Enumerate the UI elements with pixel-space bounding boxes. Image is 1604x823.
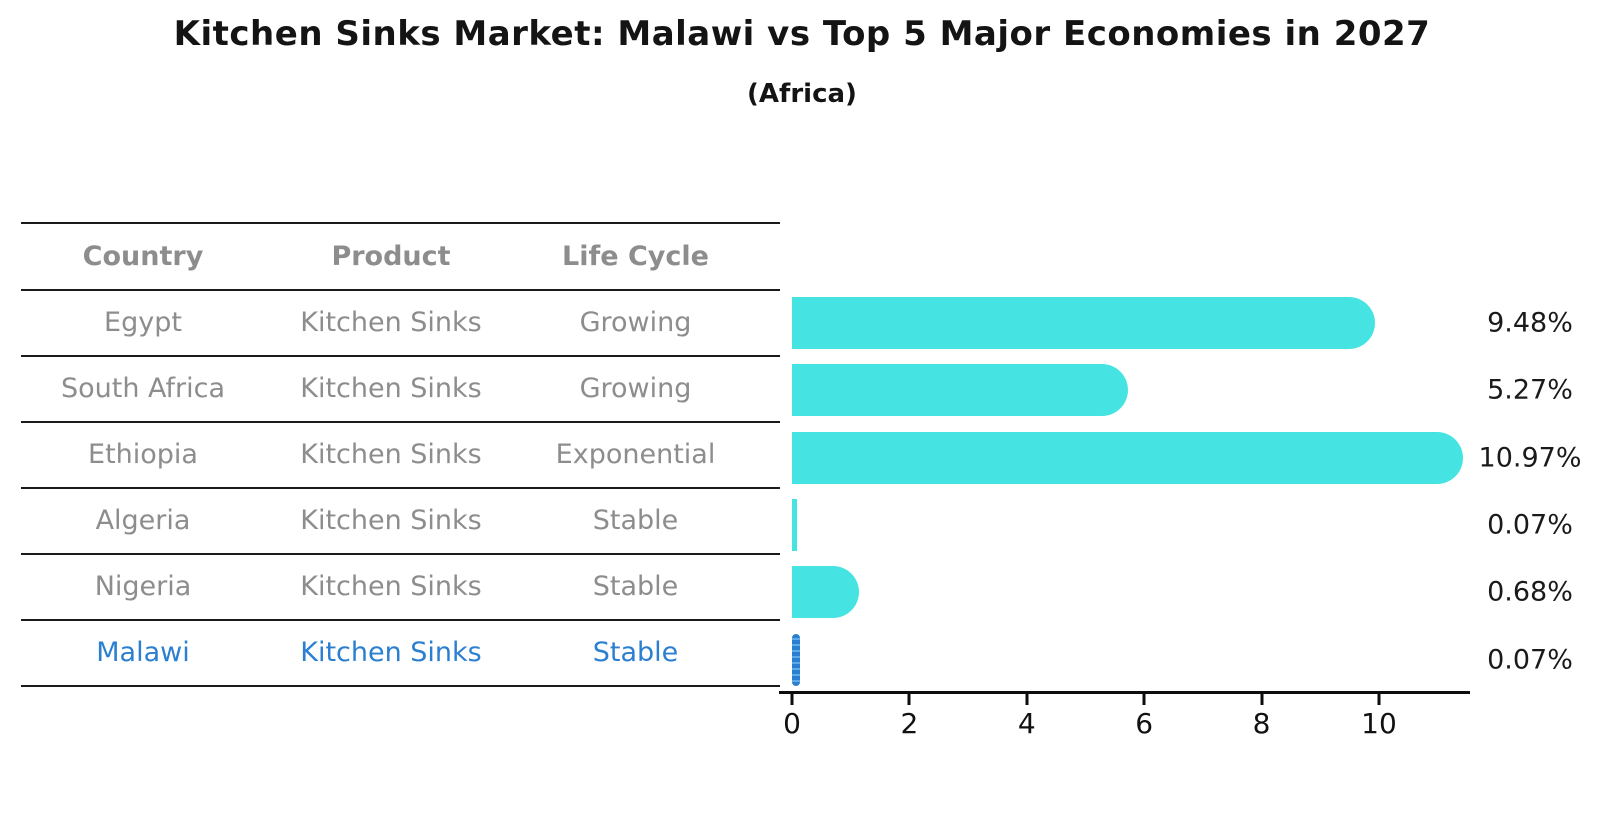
bar-value-label: 0.07%	[1487, 644, 1573, 676]
header-cell-life-cycle: Life Cycle	[562, 240, 709, 272]
bar-south-africa	[792, 364, 1129, 417]
table-cell-country: Malawi	[96, 637, 190, 668]
bar-malawi	[792, 633, 800, 686]
table-cell-life-cycle: Growing	[579, 373, 692, 404]
page-subtitle: (Africa)	[747, 79, 857, 109]
table-cell-product: Kitchen Sinks	[300, 439, 482, 470]
header-cell-product: Product	[331, 240, 451, 272]
x-axis-tick	[1142, 694, 1146, 705]
table-row: Algeria Kitchen Sinks Stable	[21, 489, 780, 555]
table-cell-country: Ethiopia	[88, 439, 198, 470]
bar-ethiopia	[792, 431, 1463, 484]
x-axis-tick-label: 6	[1135, 707, 1154, 740]
bar-value-label: 9.48%	[1487, 307, 1573, 339]
table-cell-product: Kitchen Sinks	[300, 505, 482, 536]
x-axis-tick	[907, 694, 911, 705]
table-cell-country: South Africa	[60, 373, 226, 404]
x-axis-tick	[790, 694, 794, 705]
comparison-table: Country Product Life Cycle Egypt Kitchen …	[21, 222, 780, 687]
x-axis-tick	[1377, 694, 1381, 705]
x-axis-tick	[1260, 694, 1264, 705]
table-cell-product: Kitchen Sinks	[300, 373, 482, 404]
bar-value-label: 10.97%	[1478, 442, 1582, 474]
bar-nigeria	[792, 566, 859, 619]
x-axis-tick-label: 8	[1252, 707, 1271, 740]
table-cell-life-cycle: Stable	[592, 637, 679, 668]
table-body: Egypt Kitchen Sinks Growing South Africa Kit…	[21, 291, 780, 687]
x-axis-tick	[1025, 694, 1029, 705]
table-cell-product: Kitchen Sinks	[300, 637, 482, 668]
bar-value-label: 0.07%	[1487, 509, 1573, 541]
page-title: Kitchen Sinks Market: Malawi vs Top 5 Ma…	[173, 14, 1431, 54]
header-cell-country: Country	[82, 240, 204, 272]
table-cell-life-cycle: Stable	[592, 505, 679, 536]
table-row: Ethiopia Kitchen Sinks Exponential	[21, 423, 780, 489]
bar-egypt	[792, 297, 1376, 350]
table-cell-country: Algeria	[95, 505, 191, 536]
table-header-row: Country Product Life Cycle	[21, 224, 780, 291]
table-row: Malawi Kitchen Sinks Stable	[21, 621, 780, 687]
table-cell-life-cycle: Stable	[592, 571, 679, 602]
x-axis-tick-label: 2	[900, 707, 919, 740]
table-row: South Africa Kitchen Sinks Growing	[21, 357, 780, 423]
table-cell-life-cycle: Growing	[579, 307, 692, 338]
table-cell-life-cycle: Exponential	[555, 439, 716, 470]
table-cell-country: Nigeria	[94, 571, 192, 602]
x-axis-tick-label: 10	[1361, 707, 1397, 740]
table-cell-product: Kitchen Sinks	[300, 307, 482, 338]
x-axis-line	[779, 691, 1470, 694]
x-axis-tick-label: 4	[1017, 707, 1036, 740]
bar-value-label: 0.68%	[1487, 576, 1573, 608]
table-cell-product: Kitchen Sinks	[300, 571, 482, 602]
bar-algeria	[792, 499, 797, 552]
table-row: Egypt Kitchen Sinks Growing	[21, 291, 780, 357]
x-axis-tick-label: 0	[783, 707, 801, 740]
bar-value-label: 5.27%	[1487, 374, 1573, 406]
table-row: Nigeria Kitchen Sinks Stable	[21, 555, 780, 621]
table-cell-country: Egypt	[104, 307, 182, 338]
